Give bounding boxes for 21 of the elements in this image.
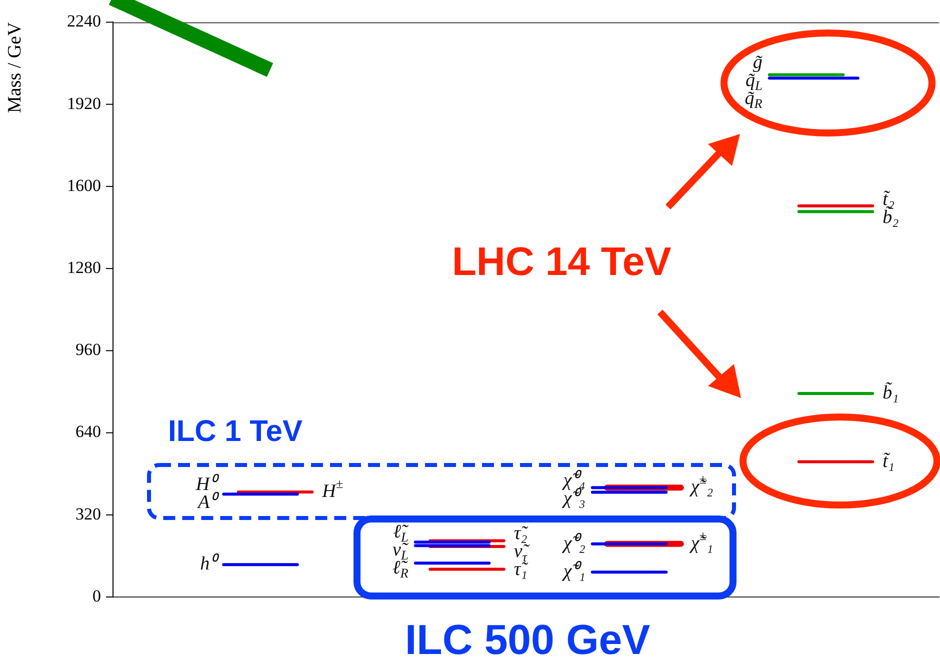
y-axis-title: Mass / GeV bbox=[4, 22, 26, 113]
series-label: H± bbox=[321, 476, 344, 502]
series-label: t̃₁ bbox=[882, 450, 895, 472]
series-label: χ̃⁰₁ bbox=[561, 560, 586, 582]
series-label: χ̃⁰₂ bbox=[561, 532, 586, 554]
series-label: τ̃₂ bbox=[514, 523, 529, 544]
y-tick-label: 2240 bbox=[67, 12, 101, 31]
series-label: g̃ bbox=[752, 52, 763, 73]
series-label: h⁰ bbox=[200, 552, 220, 575]
y-tick-label: 640 bbox=[76, 422, 101, 442]
annotation: LHC 14 TeV bbox=[452, 240, 672, 285]
annotation: ILC 1 TeV bbox=[168, 415, 302, 449]
y-tick-label: 1600 bbox=[67, 176, 101, 195]
y-tick-label: 960 bbox=[76, 340, 101, 360]
y-tick-label: 1280 bbox=[67, 258, 101, 278]
y-tick-label: 320 bbox=[76, 504, 101, 524]
series-label: H⁰ A⁰ bbox=[194, 473, 220, 514]
text: ILC 500 GeV bbox=[405, 616, 650, 664]
y-tick-label: 1920 bbox=[67, 94, 101, 113]
series-label: b̃₁ bbox=[882, 382, 899, 404]
y-tick-label: 0 bbox=[92, 586, 101, 606]
